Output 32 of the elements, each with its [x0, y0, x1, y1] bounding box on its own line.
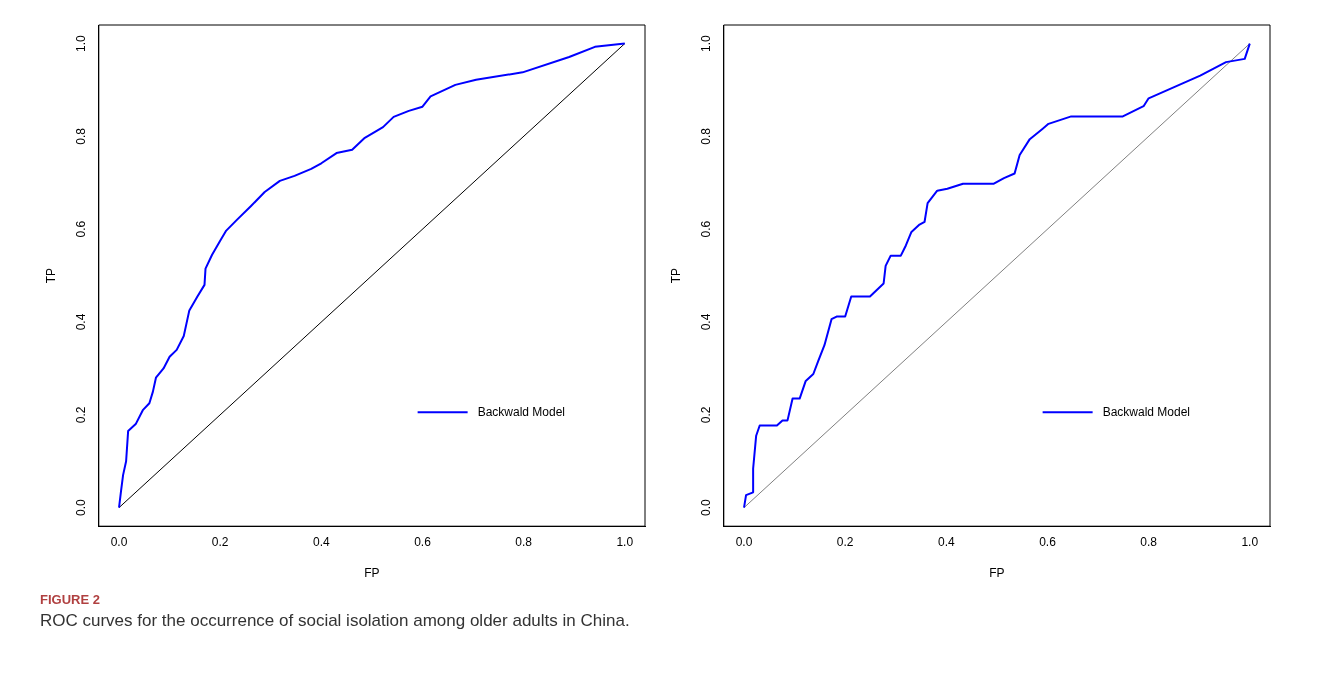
y-tick-label: 1.0: [73, 34, 88, 52]
legend-label: Backwald Model: [1102, 404, 1190, 419]
y-tick-label: 0.0: [73, 498, 88, 516]
x-tick-label: 1.0: [1241, 534, 1259, 549]
x-tick-label: 0.0: [110, 534, 128, 549]
x-tick-label: 0.2: [211, 534, 229, 549]
x-tick-label: 0.2: [836, 534, 854, 549]
y-tick-label: 0.4: [73, 313, 88, 331]
text: ROC curves for the occurrence of social isolation among older adults in China.: [40, 611, 630, 631]
y-tick-label: 0.8: [698, 127, 713, 145]
y-tick-label: 0.6: [698, 220, 713, 238]
x-tick-label: 1.0: [616, 534, 634, 549]
y-tick-label: 0.0: [698, 498, 713, 516]
y-tick-label: 0.6: [73, 220, 88, 238]
y-tick-label: 0.2: [73, 406, 88, 424]
y-axis-title: TP: [668, 267, 683, 284]
y-tick-label: 1.0: [698, 34, 713, 52]
y-axis-title: TP: [43, 267, 58, 284]
x-tick-label: 0.4: [312, 534, 330, 549]
x-tick-label: 0.6: [414, 534, 432, 549]
x-tick-label: 0.6: [1039, 534, 1057, 549]
x-tick-label: 0.4: [937, 534, 955, 549]
x-tick-label: 0.0: [735, 534, 753, 549]
x-axis-title: FP: [364, 566, 380, 581]
x-tick-label: 0.8: [1140, 534, 1158, 549]
legend-label: Backwald Model: [477, 404, 565, 419]
x-tick-label: 0.8: [515, 534, 533, 549]
y-tick-label: 0.8: [73, 127, 88, 145]
x-axis-title: FP: [989, 566, 1005, 581]
caption: FIGURE 2: [40, 592, 101, 607]
y-tick-label: 0.2: [698, 406, 713, 424]
y-tick-label: 0.4: [698, 313, 713, 331]
